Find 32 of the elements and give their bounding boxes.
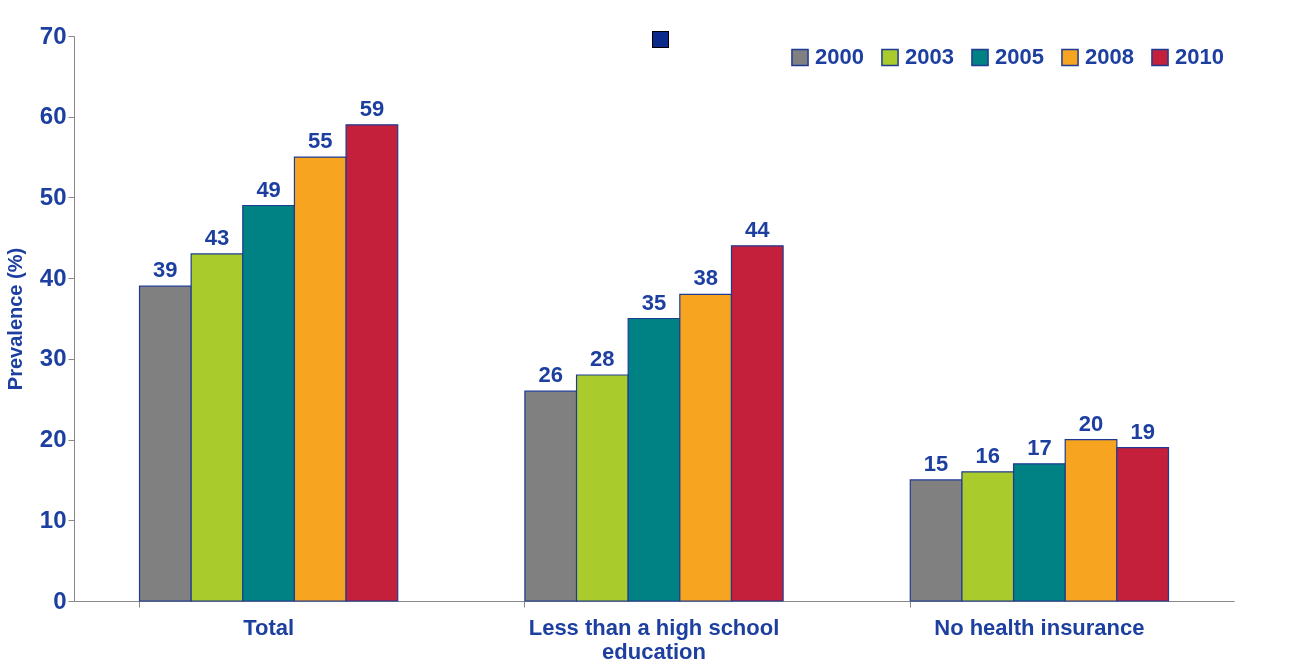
- data-label: 39: [153, 257, 178, 283]
- data-label: 17: [1027, 434, 1052, 460]
- data-label: 19: [1130, 418, 1155, 444]
- data-label: 55: [308, 128, 333, 154]
- legend-label: 2003: [905, 44, 954, 70]
- y-tick-label: 0: [53, 586, 67, 614]
- data-label: 16: [975, 442, 1000, 468]
- y-tick-label: 40: [39, 263, 67, 291]
- data-label: 43: [204, 224, 230, 250]
- x-tick-label: Less than a high school education: [528, 614, 780, 664]
- y-tick-label: 50: [39, 182, 67, 210]
- data-label: 35: [641, 289, 667, 315]
- data-label: 44: [745, 216, 771, 242]
- legend-label: 2005: [995, 44, 1044, 70]
- y-tick-label: 20: [39, 425, 67, 453]
- y-tick-label: 10: [39, 505, 67, 533]
- y-axis-title: Prevalence (%): [3, 247, 26, 391]
- data-label: 26: [538, 362, 563, 388]
- data-label: 20: [1078, 410, 1104, 436]
- y-tick-label: 70: [39, 21, 67, 49]
- legend-label: 2008: [1085, 44, 1134, 70]
- data-label: 38: [693, 265, 718, 291]
- x-tick-label: No health insurance: [934, 614, 1145, 640]
- data-label: 49: [256, 176, 281, 202]
- x-tick-label: Total: [243, 614, 295, 640]
- y-tick-label: 60: [39, 102, 67, 130]
- y-tick-label: 30: [39, 344, 67, 372]
- legend-label: 2010: [1175, 44, 1224, 70]
- data-label: 28: [590, 346, 615, 371]
- data-label: 15: [923, 450, 949, 476]
- legend-label: 2000: [815, 44, 864, 70]
- data-label: 59: [359, 95, 385, 121]
